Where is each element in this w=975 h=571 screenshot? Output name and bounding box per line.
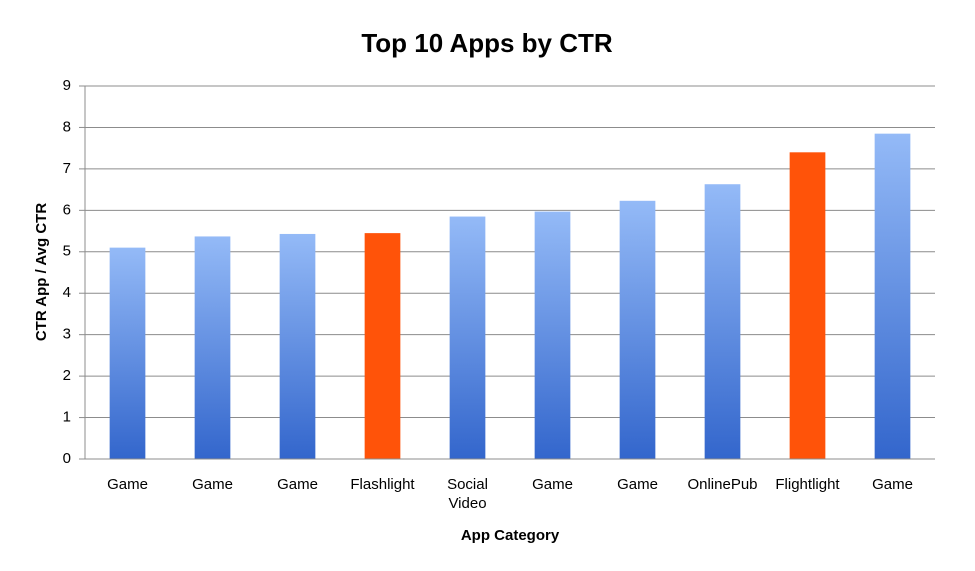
x-tick-label: Game <box>617 476 658 493</box>
y-tick-label: 6 <box>63 201 71 218</box>
x-tick-label: Game <box>277 476 318 493</box>
y-tick-label: 8 <box>63 118 71 135</box>
x-tick-label: Game <box>872 476 913 493</box>
y-tick-label: 0 <box>63 450 71 467</box>
y-axis-label: CTR App / Avg CTR <box>33 203 50 341</box>
bar <box>449 216 486 459</box>
x-tick-label: Flashlight <box>350 476 415 493</box>
x-tick-label: OnlinePub <box>687 476 758 493</box>
x-tick-label: Game <box>532 476 573 493</box>
bar <box>704 184 741 459</box>
bar <box>534 211 571 459</box>
x-tick-label: Social Video <box>447 476 488 512</box>
x-tick-label: Flightlight <box>775 476 840 493</box>
bar <box>194 236 231 459</box>
x-axis-label: App Category <box>461 527 560 544</box>
bar <box>364 233 401 459</box>
bar <box>789 152 826 460</box>
bar <box>109 247 146 459</box>
y-tick-label: 5 <box>63 243 71 260</box>
bar <box>279 233 316 459</box>
y-tick-label: 9 <box>63 77 71 94</box>
bar <box>874 133 911 459</box>
chart-title: Top 10 Apps by CTR <box>361 28 613 58</box>
x-tick-label: Game <box>192 476 233 493</box>
y-tick-label: 4 <box>63 284 71 301</box>
y-tick-label: 3 <box>63 326 71 343</box>
x-tick-label: Game <box>107 476 148 493</box>
y-tick-label: 1 <box>63 409 71 426</box>
bar <box>619 200 656 459</box>
y-tick-label: 7 <box>63 160 71 177</box>
y-tick-label: 2 <box>63 367 71 384</box>
